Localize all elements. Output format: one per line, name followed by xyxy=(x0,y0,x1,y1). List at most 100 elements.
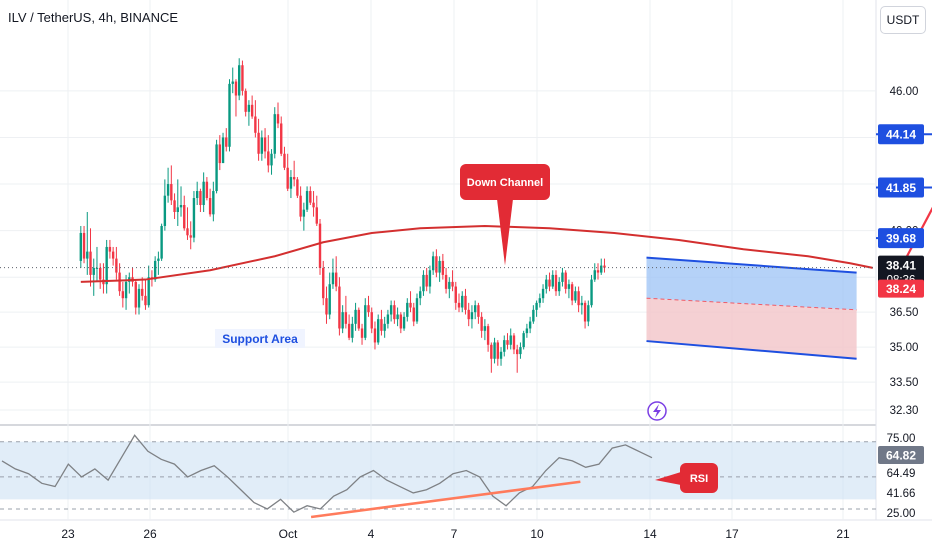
time-tick-17: 17 xyxy=(725,527,739,541)
channel-lower-zone xyxy=(646,298,857,359)
candle-body xyxy=(593,270,596,280)
candle-body xyxy=(425,274,428,287)
candle-body xyxy=(528,321,532,329)
candle-body xyxy=(173,200,176,212)
candle-body xyxy=(499,351,503,359)
candle-body xyxy=(367,305,370,313)
rsi-value-badge: 64.82 xyxy=(886,449,916,463)
candle-body xyxy=(115,258,118,273)
candle-body xyxy=(580,302,584,306)
down-channel-pointer xyxy=(497,199,513,266)
candle-body xyxy=(402,316,406,329)
candle-body xyxy=(260,137,264,154)
low-badge-bg xyxy=(878,279,924,298)
candle-body xyxy=(435,256,438,273)
candle-body xyxy=(118,272,121,292)
candle-body xyxy=(147,277,150,306)
time-tick-26: 26 xyxy=(143,527,157,541)
candle-body xyxy=(338,286,341,329)
level-badge-41.85: 41.85 xyxy=(886,181,916,195)
candle-body xyxy=(215,144,218,192)
candle-body xyxy=(558,281,561,292)
candle-body xyxy=(205,181,209,199)
candle-body xyxy=(535,302,538,310)
candle-body xyxy=(512,335,516,350)
candle-body xyxy=(409,302,412,308)
time-tick-21: 21 xyxy=(836,527,850,541)
price-tick-46.00: 46.00 xyxy=(890,86,919,98)
candle-body xyxy=(228,83,231,147)
channel-midline xyxy=(646,297,857,311)
candle-body xyxy=(393,305,396,320)
candle-body xyxy=(399,314,403,329)
candle-body xyxy=(431,256,435,271)
candle-body xyxy=(141,288,144,296)
candle-body xyxy=(480,316,483,331)
lightning-icon[interactable] xyxy=(653,404,661,418)
candle-body xyxy=(541,288,545,299)
candle-body xyxy=(289,177,293,189)
rsi-tick-41.66: 41.66 xyxy=(887,488,916,500)
grid xyxy=(0,0,876,520)
candle-body xyxy=(522,333,525,348)
level-badge-39.68: 39.68 xyxy=(886,232,916,246)
candle-body xyxy=(587,305,590,322)
candle-body xyxy=(396,314,399,320)
price-tick-33.50: 33.50 xyxy=(890,377,919,389)
candle-body xyxy=(283,153,286,168)
candle-body xyxy=(603,265,606,268)
candle-body xyxy=(105,246,108,285)
candle-body xyxy=(160,225,163,259)
candle-body xyxy=(577,291,580,306)
candle-body xyxy=(318,223,322,268)
candle-body xyxy=(186,228,189,236)
candle-body xyxy=(166,184,170,196)
candle-body xyxy=(461,295,464,308)
candle-body xyxy=(315,207,318,224)
time-tick-4: 4 xyxy=(368,527,375,541)
low-marker-label: 38.24 xyxy=(886,282,916,296)
candle-body xyxy=(451,281,454,287)
candle-body xyxy=(464,295,467,310)
candle-body xyxy=(208,198,212,215)
candle-body xyxy=(564,272,567,289)
candle-body xyxy=(108,246,112,252)
time-tick-10: 10 xyxy=(530,527,544,541)
candle-body xyxy=(422,274,425,292)
candle-body xyxy=(121,291,125,299)
candle-body xyxy=(344,312,348,324)
down-channel-box xyxy=(460,164,550,200)
candle-body xyxy=(273,114,276,154)
candle-body xyxy=(296,179,299,196)
candle-body xyxy=(89,251,92,275)
candle-body xyxy=(221,137,225,164)
candle-body xyxy=(467,309,470,320)
candles xyxy=(79,58,606,373)
candle-body xyxy=(280,123,283,154)
candle-body xyxy=(334,272,338,287)
support-label-bg xyxy=(215,329,305,348)
candle-body xyxy=(299,195,302,217)
candle-body xyxy=(189,235,192,238)
candle-body xyxy=(276,114,280,124)
candle-body xyxy=(493,342,496,359)
candle-body xyxy=(292,177,296,180)
candle-body xyxy=(257,132,260,154)
candle-body xyxy=(444,274,448,289)
candle-body xyxy=(525,328,529,334)
rsi-tick-75.00: 75.00 xyxy=(887,433,916,445)
candle-body xyxy=(389,305,393,315)
candle-body xyxy=(360,328,364,338)
candle-body xyxy=(477,305,480,317)
time-tick-14: 14 xyxy=(643,527,657,541)
channel-upper-zone xyxy=(646,257,857,310)
rsi-callout-pointer xyxy=(655,472,681,485)
candle-body xyxy=(548,279,551,287)
candle-body xyxy=(574,291,577,301)
candle-body xyxy=(231,81,234,84)
candle-body xyxy=(192,198,196,238)
level-badge-bg-39.68 xyxy=(878,228,924,249)
currency-button[interactable]: USDT xyxy=(880,6,926,34)
